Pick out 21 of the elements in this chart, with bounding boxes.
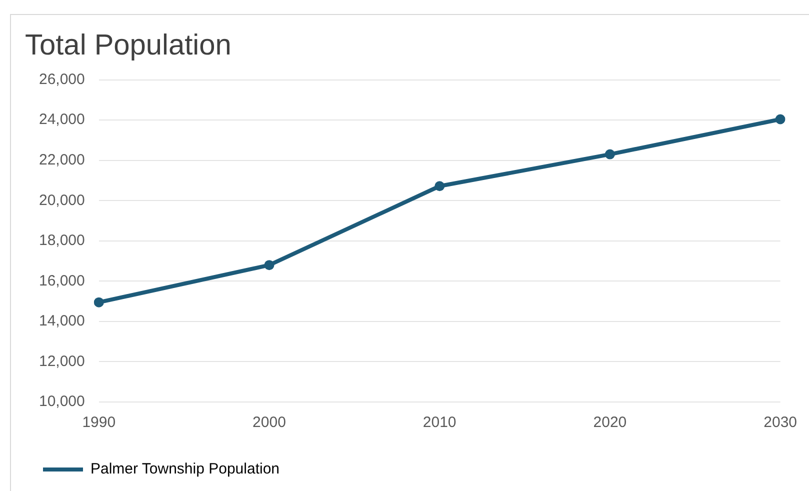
y-tick-label: 24,000	[38, 111, 85, 128]
y-tick-label: 14,000	[38, 312, 85, 330]
x-tick-label: 2010	[422, 414, 456, 432]
point	[434, 181, 445, 192]
y-tick-label: 12,000	[38, 352, 85, 370]
y-tick-label: 20,000	[38, 192, 85, 209]
y-tick-label: 26,000	[38, 70, 85, 88]
legend-label: Palmer Township Population	[90, 460, 280, 478]
point	[264, 260, 274, 270]
point	[94, 297, 104, 308]
chart-title: Total Population	[25, 29, 232, 62]
x-tick-label: 1990	[82, 414, 116, 432]
point	[604, 149, 615, 160]
y-tick-label: 18,000	[38, 232, 85, 250]
y-tick-label: 10,000	[38, 393, 85, 410]
x-tick-label: 2000	[252, 414, 286, 432]
y-tick-label: 16,000	[38, 272, 85, 290]
y-tick-label: 22,000	[38, 151, 85, 168]
x-tick-label: 2020	[593, 414, 627, 432]
point	[775, 114, 786, 124]
x-tick-label: 2030	[764, 414, 798, 432]
